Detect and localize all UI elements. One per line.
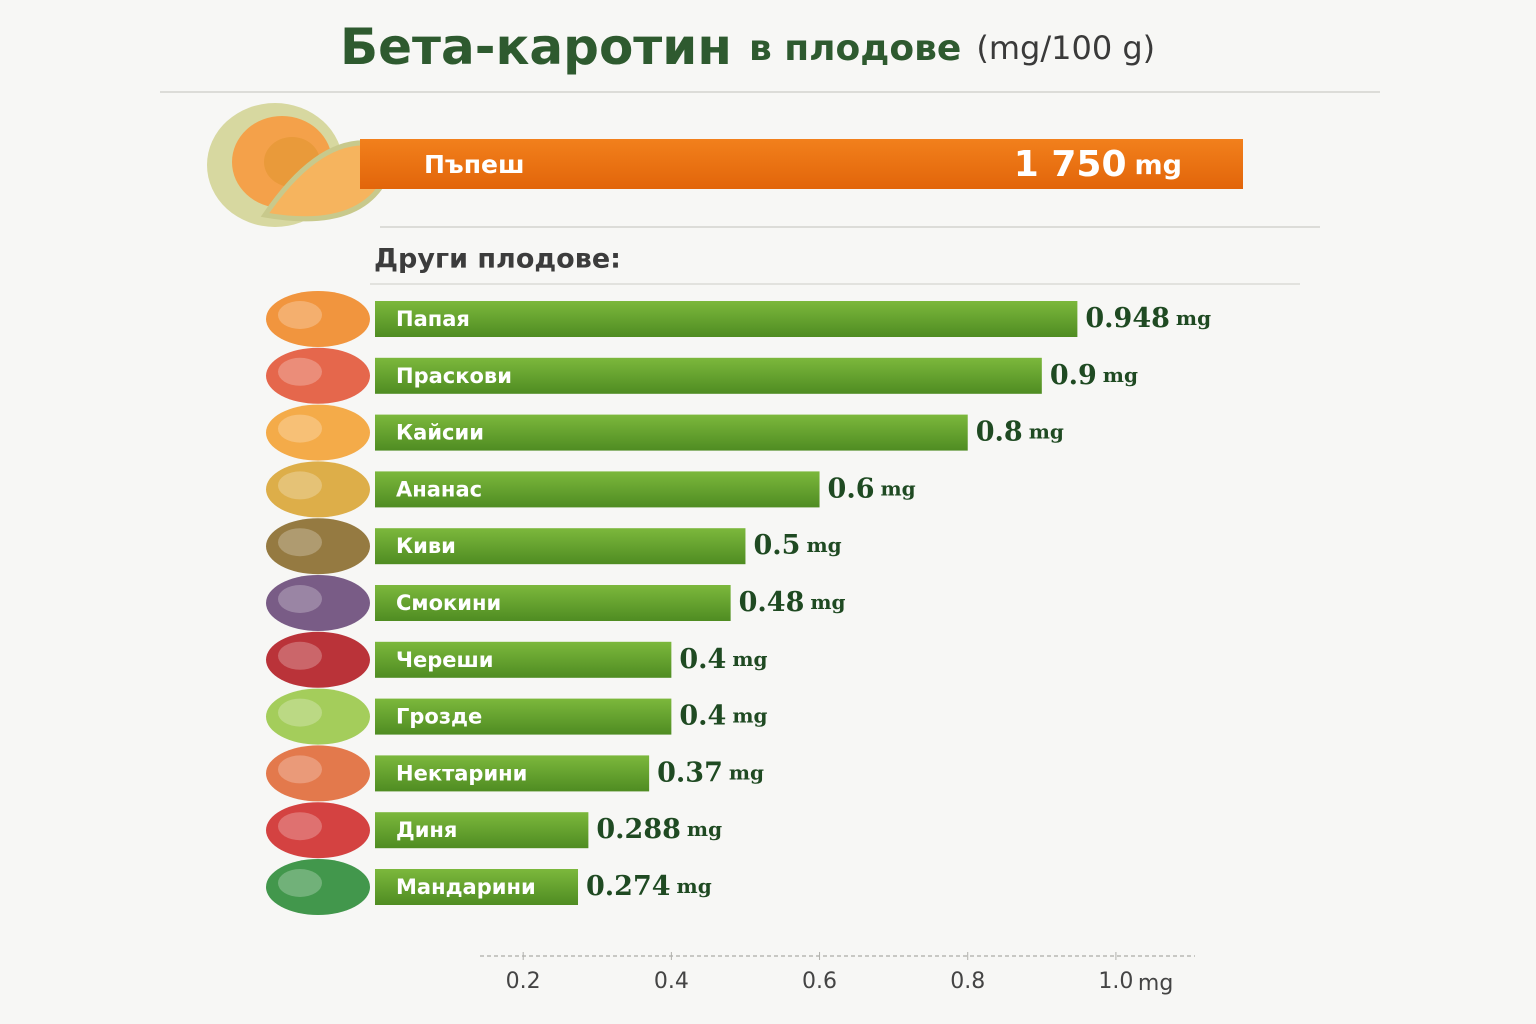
bar-label: Череши xyxy=(396,648,494,672)
highlight-value-unit: mg xyxy=(1135,150,1182,181)
value-number: 0.37 xyxy=(657,757,723,788)
highlight-value-number: 1 750 xyxy=(1014,144,1127,185)
value-label: 0.37 mg xyxy=(657,757,764,788)
value-label: 0.48 mg xyxy=(739,587,846,618)
bar xyxy=(375,357,1042,394)
value-unit: mg xyxy=(677,874,712,898)
highlight-value: 1 750 mg xyxy=(1014,144,1182,185)
value-unit: mg xyxy=(732,646,767,670)
value-unit: mg xyxy=(806,533,841,557)
value-unit: mg xyxy=(732,703,767,727)
value-number: 0.8 xyxy=(976,416,1023,447)
subtitle: Други плодове: xyxy=(374,244,621,275)
fruit-icon xyxy=(278,641,322,670)
fruit-icon xyxy=(266,575,370,631)
fruit-icon xyxy=(266,291,370,347)
bar xyxy=(375,812,589,849)
value-label: 0.6 mg xyxy=(828,473,916,504)
fruit-icon xyxy=(266,802,370,859)
fruit-icon xyxy=(278,471,322,500)
value-number: 0.274 xyxy=(586,871,671,902)
fruit-icon xyxy=(266,859,370,915)
highlight-bar xyxy=(360,139,1243,189)
x-tick-label: 0.4 xyxy=(654,969,689,994)
value-unit: mg xyxy=(729,760,764,784)
value-label: 0.288 mg xyxy=(596,814,722,845)
title-main: Бета-каротин xyxy=(340,18,732,76)
value-number: 0.9 xyxy=(1050,359,1097,390)
value-number: 0.948 xyxy=(1085,303,1170,334)
fruit-icon xyxy=(278,414,322,443)
fruit-icon xyxy=(266,404,370,461)
value-label: 0.8 mg xyxy=(976,416,1064,447)
fruit-icon xyxy=(278,528,322,557)
value-label: 0.9 mg xyxy=(1050,359,1138,390)
fruit-icon xyxy=(278,698,322,727)
bar-label: Диня xyxy=(396,818,457,842)
value-number: 0.48 xyxy=(739,587,805,618)
x-tick-label: 0.6 xyxy=(802,969,837,994)
bar-label: Мандарини xyxy=(396,875,536,899)
bar-label: Смокини xyxy=(396,591,501,615)
highlight-label: Пъпеш xyxy=(424,150,525,179)
value-unit: mg xyxy=(881,476,916,500)
fruit-icon xyxy=(278,755,322,784)
value-unit: mg xyxy=(1029,419,1064,443)
value-label: 0.274 mg xyxy=(586,871,712,902)
value-number: 0.4 xyxy=(679,700,726,731)
fruit-icon xyxy=(278,869,322,897)
x-tick-label: 1.0 xyxy=(1098,969,1133,994)
value-label: 0.5 mg xyxy=(753,530,841,561)
bar xyxy=(375,641,672,678)
bar xyxy=(375,869,579,905)
bar xyxy=(375,698,672,735)
bar xyxy=(375,755,650,792)
fruit-icon xyxy=(266,745,370,802)
bar xyxy=(375,585,731,621)
value-unit: mg xyxy=(687,817,722,841)
value-label: 0.948 mg xyxy=(1085,303,1211,334)
bar-label: Грозде xyxy=(396,705,482,729)
fruit-icon xyxy=(266,347,370,404)
fruit-icon xyxy=(278,585,322,613)
chart-title: Бета-каротин в плодове (mg/100 g) xyxy=(340,18,1155,76)
x-tick-label: 0.2 xyxy=(506,969,541,994)
value-label: 0.4 mg xyxy=(679,700,767,731)
x-tick-label: 0.8 xyxy=(950,969,985,994)
fruit-icon xyxy=(278,812,322,841)
value-unit: mg xyxy=(1176,306,1211,330)
fruit-icon xyxy=(278,357,322,386)
bar-label: Нектарини xyxy=(396,761,527,785)
bar-label: Папая xyxy=(396,307,470,331)
value-number: 0.5 xyxy=(753,530,800,561)
fruit-icon xyxy=(266,631,370,688)
fruit-icon xyxy=(266,688,370,745)
bar-label: Киви xyxy=(396,534,456,558)
bar xyxy=(375,301,1078,337)
value-number: 0.288 xyxy=(596,814,681,845)
value-number: 0.4 xyxy=(679,643,726,674)
value-unit: mg xyxy=(1103,362,1138,386)
title-suffix: в плодове xyxy=(749,28,961,69)
bar xyxy=(375,528,746,565)
value-label: 0.4 mg xyxy=(679,643,767,674)
bar-label: Ананас xyxy=(396,477,482,501)
fruit-icon xyxy=(266,518,370,575)
bar xyxy=(375,414,968,451)
x-axis-unit: mg xyxy=(1138,971,1173,996)
value-number: 0.6 xyxy=(828,473,875,504)
value-unit: mg xyxy=(810,590,845,614)
fruit-icon xyxy=(266,461,370,518)
fruit-icon xyxy=(278,301,322,329)
title-unit: (mg/100 g) xyxy=(976,29,1155,67)
bar xyxy=(375,471,820,508)
bar-label: Праскови xyxy=(396,364,512,388)
bar-label: Кайсии xyxy=(396,421,484,445)
